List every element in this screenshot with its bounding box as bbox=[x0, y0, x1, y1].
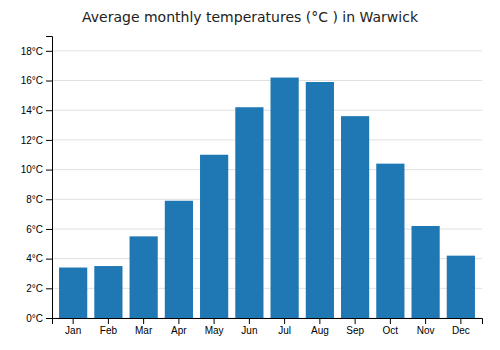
x-tick: Aug bbox=[311, 318, 329, 336]
x-tick-label: Oct bbox=[383, 325, 399, 336]
x-tick-label: Jun bbox=[241, 325, 257, 336]
y-tick: 4°C bbox=[26, 253, 52, 264]
bar bbox=[94, 266, 122, 318]
x-tick-mark bbox=[108, 318, 109, 324]
y-tick-mark bbox=[46, 110, 52, 111]
y-axis-line bbox=[46, 37, 53, 319]
bar bbox=[235, 107, 263, 318]
x-tick: Jan bbox=[65, 318, 81, 336]
y-tick-mark bbox=[46, 51, 52, 52]
x-tick-label: Dec bbox=[452, 325, 470, 336]
x-tick: Apr bbox=[171, 318, 187, 336]
y-tick-mark bbox=[46, 318, 52, 319]
grid-line bbox=[52, 199, 482, 200]
y-tick-label: 2°C bbox=[26, 283, 43, 294]
x-tick: Dec bbox=[452, 318, 470, 336]
y-tick: 10°C bbox=[21, 164, 52, 175]
bar bbox=[447, 256, 475, 318]
bar bbox=[165, 201, 193, 318]
x-tick-label: Jul bbox=[278, 325, 291, 336]
y-tick: 14°C bbox=[21, 105, 52, 116]
y-tick-mark bbox=[46, 288, 52, 289]
x-tick-label: Feb bbox=[100, 325, 118, 336]
y-tick-mark bbox=[46, 140, 52, 141]
bar bbox=[59, 268, 87, 318]
x-tick-mark bbox=[355, 318, 356, 324]
y-tick: 0°C bbox=[26, 313, 52, 324]
y-tick: 8°C bbox=[26, 194, 52, 205]
x-tick-mark bbox=[249, 318, 250, 324]
y-tick-label: 6°C bbox=[26, 224, 43, 235]
x-tick-mark bbox=[143, 318, 144, 324]
x-tick-mark bbox=[319, 318, 320, 324]
x-tick-mark bbox=[73, 318, 74, 324]
x-tick: Jul bbox=[278, 318, 291, 336]
bar bbox=[271, 78, 299, 318]
y-tick-label: 18°C bbox=[21, 46, 43, 57]
grid-line bbox=[52, 139, 482, 140]
y-tick: 2°C bbox=[26, 283, 52, 294]
x-tick-label: Aug bbox=[311, 325, 329, 336]
y-tick: 18°C bbox=[21, 46, 52, 57]
x-tick-label: Nov bbox=[417, 325, 435, 336]
grid-line bbox=[52, 80, 482, 81]
grid bbox=[52, 51, 482, 318]
x-tick-label: Jan bbox=[65, 325, 81, 336]
x-axis-line bbox=[53, 319, 483, 325]
x-tick-mark bbox=[460, 318, 461, 324]
y-tick: 6°C bbox=[26, 224, 52, 235]
x-tick: May bbox=[205, 318, 224, 336]
x-tick-label: May bbox=[205, 325, 224, 336]
plot: 0°C 2°C 4°C 6°C 8°C 10°C 12°C 14°C 16°C 18°C Jan Fe… bbox=[21, 37, 483, 337]
y-axis: 0°C 2°C 4°C 6°C 8°C 10°C 12°C 14°C 16°C 18°C bbox=[21, 37, 53, 324]
grid-line bbox=[52, 110, 482, 111]
y-tick: 12°C bbox=[21, 135, 52, 146]
bar bbox=[341, 116, 369, 318]
x-tick: Feb bbox=[100, 318, 118, 336]
x-tick: Jun bbox=[241, 318, 257, 336]
x-tick-mark bbox=[425, 318, 426, 324]
y-tick-label: 10°C bbox=[21, 164, 43, 175]
y-tick-label: 12°C bbox=[21, 135, 43, 146]
x-tick-mark bbox=[390, 318, 391, 324]
x-tick: Oct bbox=[383, 318, 399, 336]
y-tick-mark bbox=[46, 170, 52, 171]
y-tick-mark bbox=[46, 229, 52, 230]
bar bbox=[200, 155, 228, 318]
y-tick: 16°C bbox=[21, 75, 52, 86]
chart: 0°C 2°C 4°C 6°C 8°C 10°C 12°C 14°C 16°C 18°C Jan Fe… bbox=[0, 0, 500, 350]
x-tick: Mar bbox=[135, 318, 153, 336]
y-tick-mark bbox=[46, 259, 52, 260]
x-tick-label: Mar bbox=[135, 325, 153, 336]
y-tick-label: 8°C bbox=[26, 194, 43, 205]
bar bbox=[376, 164, 404, 318]
bar bbox=[306, 82, 334, 318]
y-tick-mark bbox=[46, 199, 52, 200]
x-tick-mark bbox=[178, 318, 179, 324]
grid-line bbox=[52, 50, 482, 51]
x-tick: Nov bbox=[417, 318, 435, 336]
grid-line bbox=[52, 169, 482, 170]
bars bbox=[59, 78, 475, 318]
x-axis: Jan Feb Mar Apr May Jun Jul Aug Sep Oct Nov Dec bbox=[53, 318, 483, 336]
y-tick-mark bbox=[46, 81, 52, 82]
x-tick-mark bbox=[214, 318, 215, 324]
x-tick: Sep bbox=[346, 318, 364, 336]
x-tick-mark bbox=[284, 318, 285, 324]
bar bbox=[412, 226, 440, 318]
y-tick-label: 4°C bbox=[26, 253, 43, 264]
x-tick-label: Sep bbox=[346, 325, 364, 336]
bar bbox=[130, 236, 158, 318]
y-tick-label: 14°C bbox=[21, 105, 43, 116]
y-tick-label: 0°C bbox=[26, 313, 43, 324]
x-tick-label: Apr bbox=[171, 325, 187, 336]
title: Average monthly temperatures (°C ) in Wa… bbox=[82, 9, 419, 25]
y-tick-label: 16°C bbox=[21, 75, 43, 86]
